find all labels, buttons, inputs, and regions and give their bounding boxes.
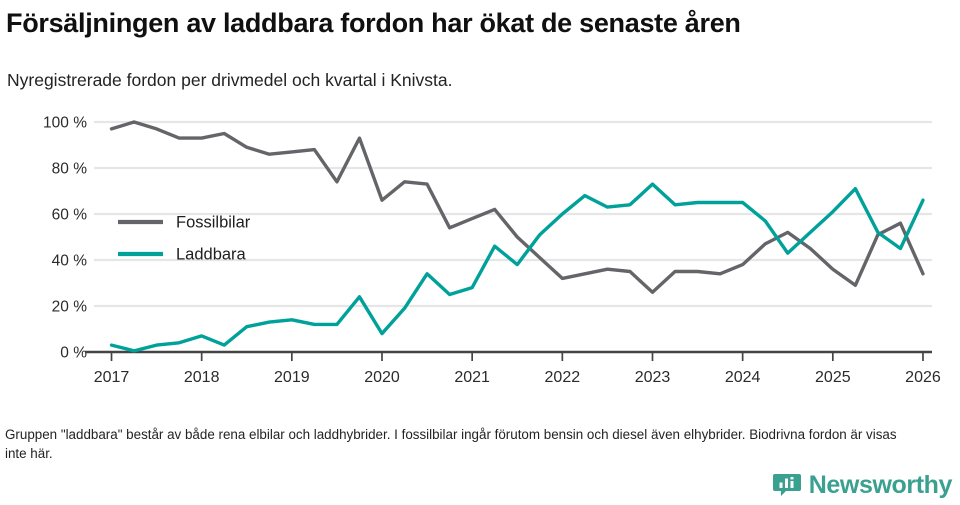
y-axis-labels: 0 % 20 % 40 % 60 % 80 % 100 %	[43, 115, 87, 362]
x-axis-tick-label: 2026	[905, 369, 941, 386]
x-axis-tick-label: 2021	[454, 369, 490, 386]
line-chart: 0 % 20 % 40 % 60 % 80 % 100 % 2017 2018 2019 202…	[43, 115, 941, 387]
series-line-laddbara	[109, 182, 925, 353]
x-axis-tick-label: 2018	[184, 369, 220, 386]
x-axis-tick-label: 2019	[274, 369, 310, 386]
x-axis-tick-label: 2022	[545, 369, 581, 386]
data-series	[109, 120, 925, 353]
bar-chart-bubble-icon	[772, 471, 801, 499]
y-axis-tick-label: 80 %	[52, 161, 88, 178]
series-line-fossilbilar	[109, 120, 925, 294]
chart-legend: Fossilbilar Laddbara	[118, 213, 251, 263]
gridlines	[94, 120, 932, 308]
y-axis-tick-label: 100 %	[43, 115, 87, 132]
newsworthy-logo[interactable]: Newsworthy	[772, 470, 953, 500]
x-axis-tick-label: 2024	[725, 369, 761, 386]
legend-label: Laddbara	[176, 245, 247, 263]
y-axis-tick-label: 60 %	[52, 207, 88, 224]
x-axis-ticks	[110, 352, 924, 361]
x-axis-labels: 2017 2018 2019 2020 2021 2022 2023 2024 2025 2026	[94, 369, 941, 386]
legend-label: Fossilbilar	[176, 213, 251, 231]
x-axis-tick-label: 2017	[94, 369, 130, 386]
x-axis-tick-label: 2023	[635, 369, 671, 386]
x-axis-tick-label: 2020	[364, 369, 400, 386]
logo-text: Newsworthy	[808, 471, 953, 499]
chart-subtitle: Nyregistrerade fordon per drivmedel och …	[7, 70, 453, 90]
x-axis-tick-label: 2025	[815, 369, 851, 386]
y-axis-tick-label: 0 %	[60, 345, 87, 362]
y-axis-tick-label: 20 %	[52, 299, 88, 316]
y-axis-tick-label: 40 %	[52, 253, 88, 270]
chart-footnote: Gruppen "laddbara" består av både rena e…	[5, 427, 897, 461]
chart-container: 0 % 20 % 40 % 60 % 80 % 100 % 2017 2018 2019 202…	[0, 108, 960, 398]
page-title: Försäljningen av laddbara fordon har öka…	[6, 8, 741, 38]
